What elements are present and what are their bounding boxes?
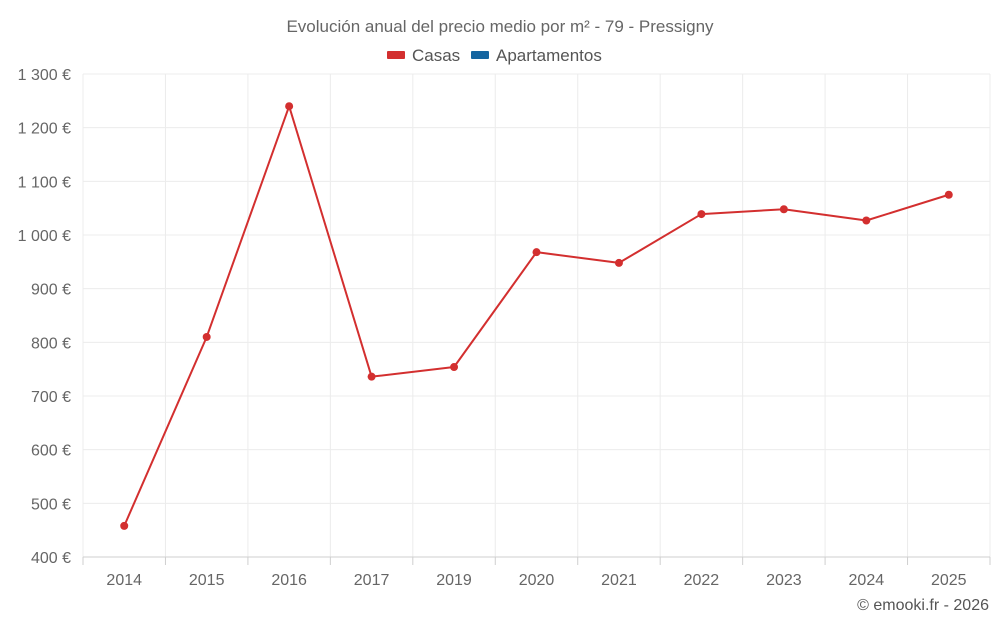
data-point-casas[interactable] [532,248,541,257]
legend-label-apartamentos: Apartamentos [496,46,602,65]
x-tick-label: 2023 [766,572,802,589]
legend-label-casas: Casas [412,46,460,65]
legend-swatch-apartamentos [471,51,489,59]
data-point-casas[interactable] [285,102,294,111]
series [120,102,953,530]
chart-title: Evolución anual del precio medio por m² … [286,17,714,36]
y-tick-label: 1 100 € [18,174,71,191]
x-tick-label: 2025 [931,572,967,589]
x-tick-label: 2024 [849,572,885,589]
y-tick-label: 600 € [31,443,71,460]
legend-swatch-casas [387,51,405,59]
x-tick-label: 2021 [601,572,637,589]
y-tick-label: 1 300 € [18,67,71,84]
credit-text: © emooki.fr - 2026 [857,597,989,614]
data-point-casas[interactable] [202,332,211,341]
data-point-casas[interactable] [862,216,871,225]
data-point-casas[interactable] [120,521,129,530]
data-point-casas[interactable] [779,205,788,214]
y-tick-label: 700 € [31,389,71,406]
y-tick-label: 1 200 € [18,121,71,138]
grid [82,73,991,557]
data-point-casas[interactable] [367,372,376,381]
legend-item-casas[interactable]: Casas [387,46,460,65]
data-point-casas[interactable] [944,190,953,199]
data-point-casas[interactable] [614,258,623,267]
data-point-casas[interactable] [697,210,706,219]
legend: Casas Apartamentos [387,46,602,65]
x-tick-label: 2019 [436,572,472,589]
y-tick-label: 1 000 € [18,228,71,245]
x-axis: 2014 2015 2016 2017 2019 2020 2021 2022 2023 2024… [82,556,991,589]
y-tick-label: 800 € [31,335,71,352]
x-tick-label: 2016 [271,572,307,589]
y-tick-label: 900 € [31,282,71,299]
data-point-casas[interactable] [450,363,459,372]
y-tick-label: 500 € [31,496,71,513]
x-tick-label: 2020 [519,572,555,589]
x-tick-label: 2015 [189,572,225,589]
y-tick-label: 400 € [31,550,71,567]
legend-item-apartamentos[interactable]: Apartamentos [471,46,602,65]
y-axis: 400 € 500 € 600 € 700 € 800 € 900 € 1 000 € 1 1… [18,67,71,567]
x-tick-label: 2014 [106,572,142,589]
x-tick-label: 2017 [354,572,390,589]
x-tick-label: 2022 [684,572,720,589]
